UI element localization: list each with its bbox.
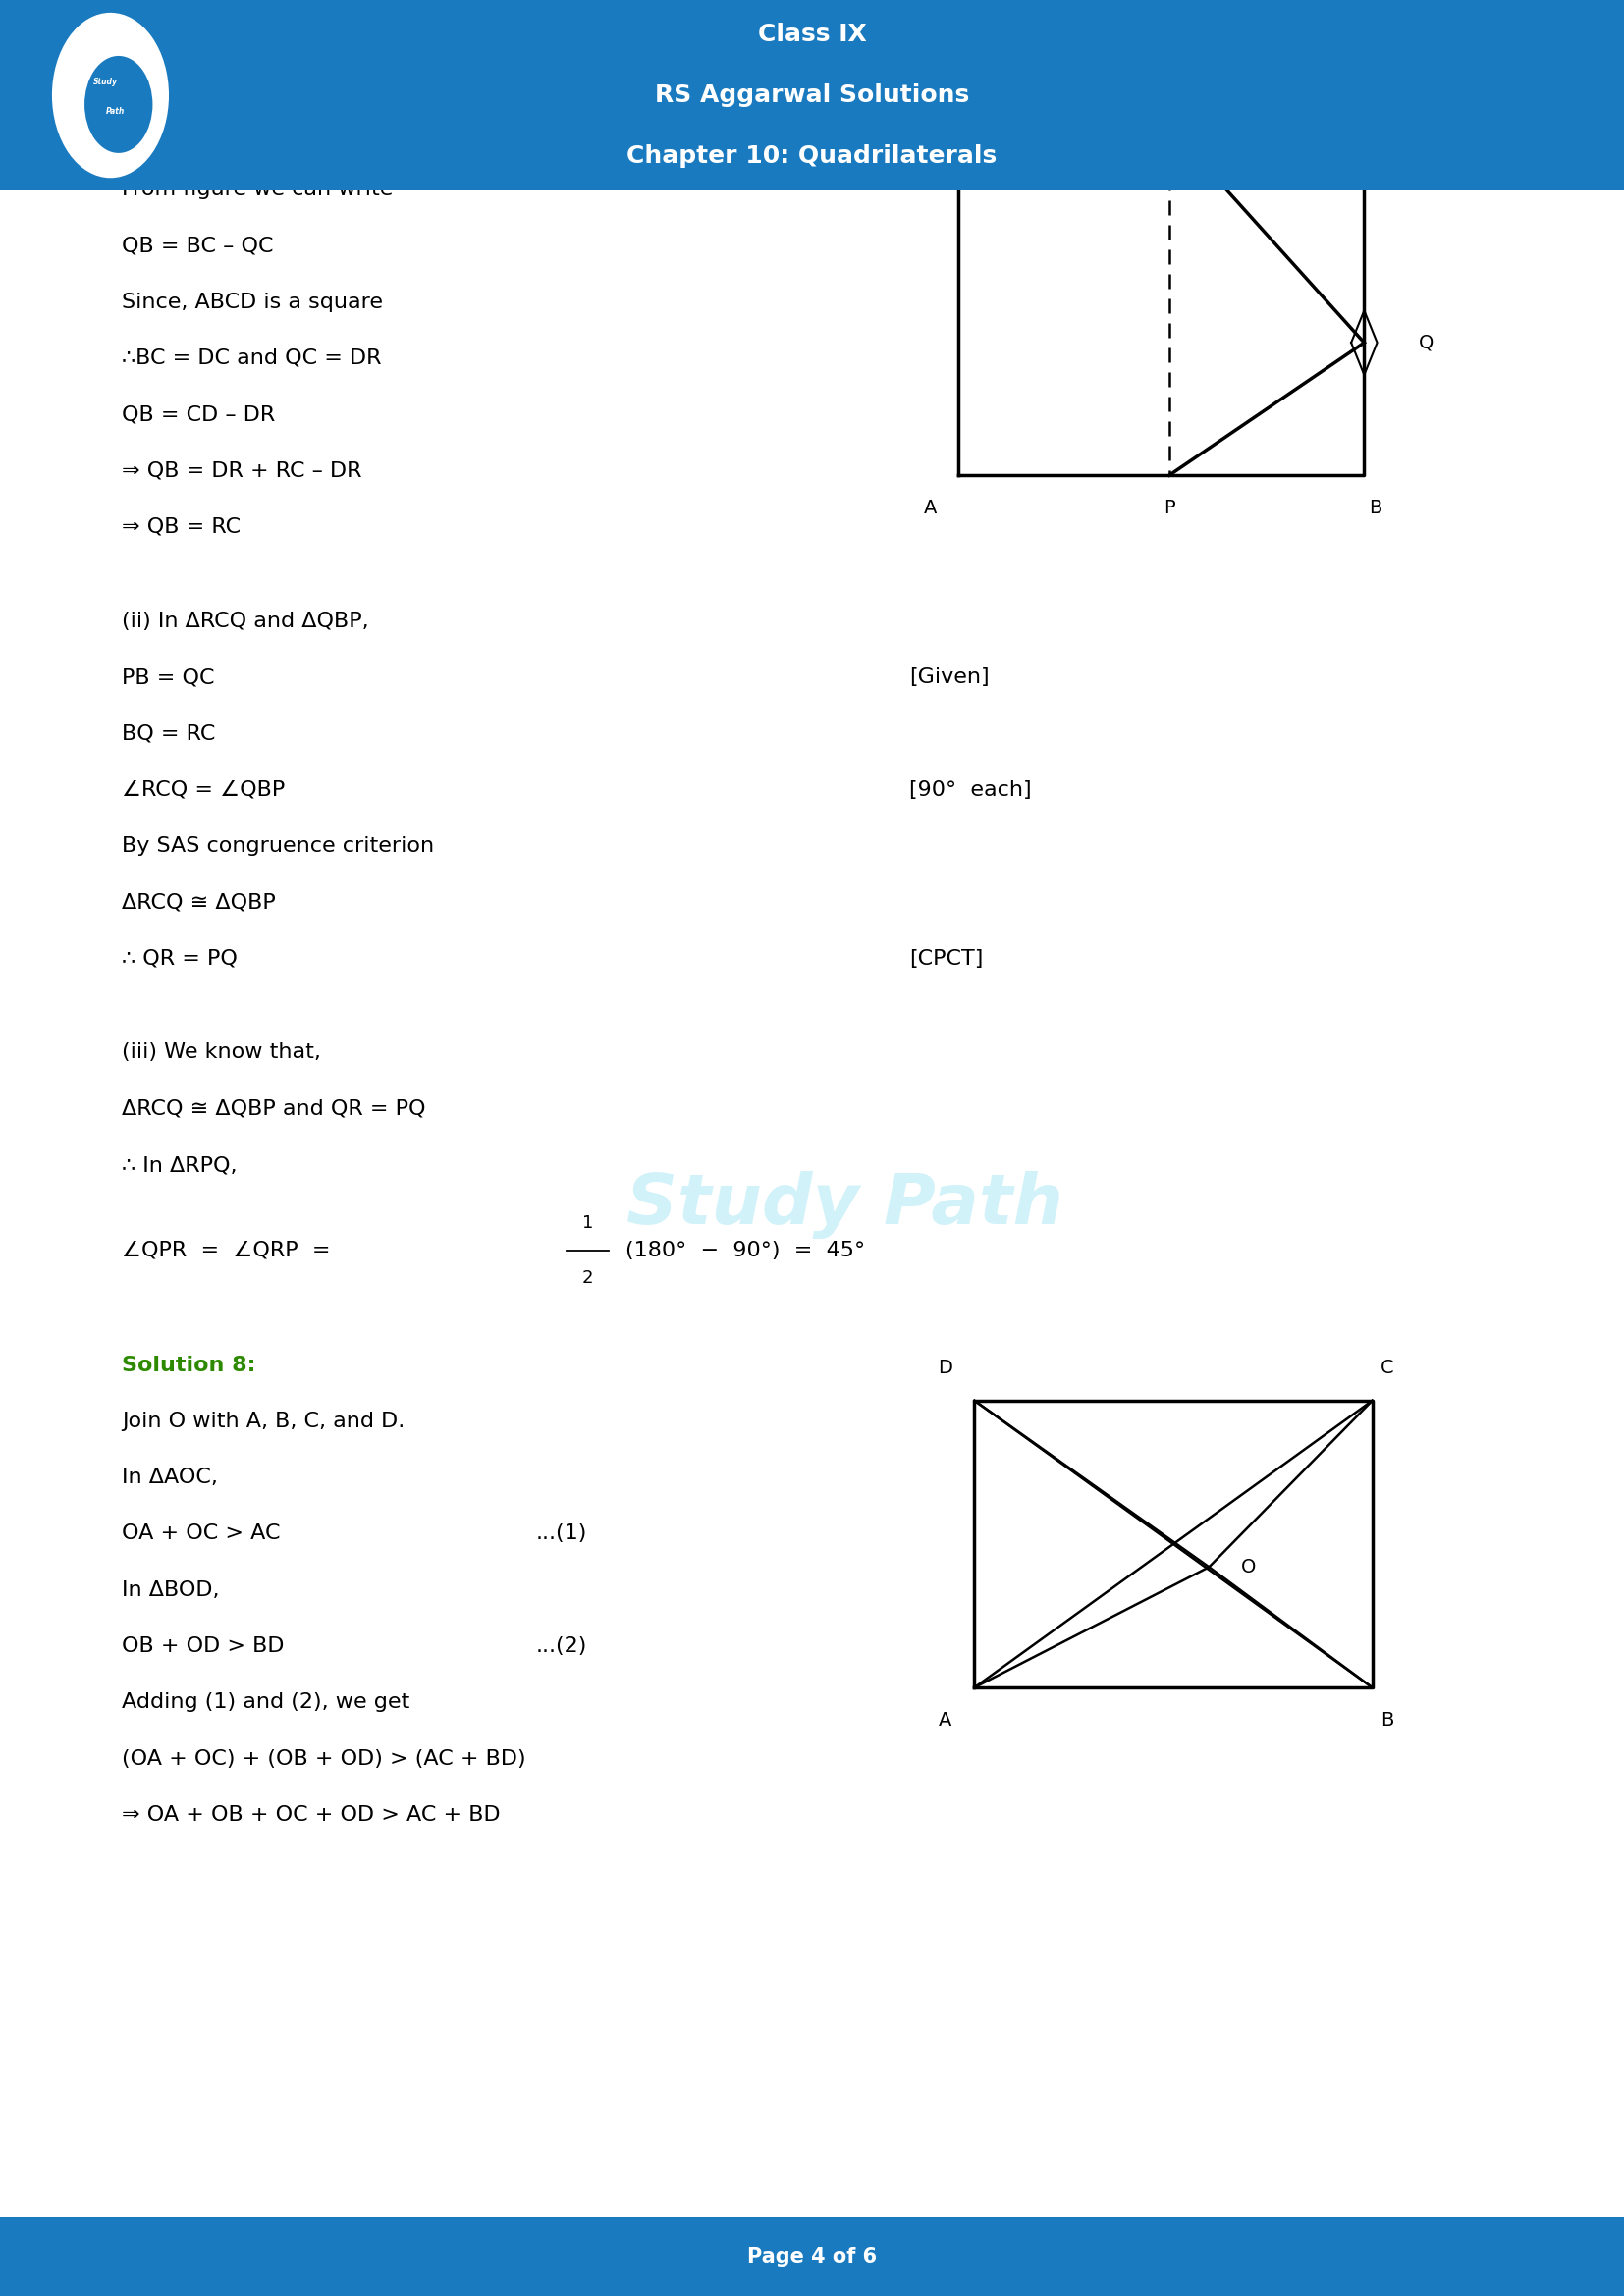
Text: Study: Study	[93, 78, 119, 85]
Text: Q: Q	[1418, 333, 1434, 351]
Text: ...(1): ...(1)	[536, 1525, 588, 1543]
Text: 1: 1	[583, 1215, 593, 1231]
Text: Page 4 of 6: Page 4 of 6	[747, 2248, 877, 2266]
Text: Chapter 10: Quadrilaterals: Chapter 10: Quadrilaterals	[627, 145, 997, 168]
Text: QB = BC – QC: QB = BC – QC	[122, 236, 273, 255]
Text: ⇒ QB = RC: ⇒ QB = RC	[122, 517, 240, 537]
Text: ⇒ OA + OB + OC + OD > AC + BD: ⇒ OA + OB + OC + OD > AC + BD	[122, 1805, 500, 1825]
Text: A: A	[924, 498, 937, 517]
Bar	[0, 0, 1624, 191]
Text: OA + OC > AC: OA + OC > AC	[122, 1525, 281, 1543]
Circle shape	[83, 55, 154, 154]
Bar	[0, 2218, 1624, 2296]
Text: O: O	[1241, 1557, 1255, 1577]
Text: Adding (1) and (2), we get: Adding (1) and (2), we get	[122, 1692, 409, 1713]
Text: 2: 2	[583, 1270, 593, 1286]
Text: (ii) In ΔRCQ and ΔQBP,: (ii) In ΔRCQ and ΔQBP,	[122, 611, 369, 631]
Text: ∠RCQ = ∠QBP: ∠RCQ = ∠QBP	[122, 781, 286, 799]
Text: BQ = RC: BQ = RC	[122, 723, 216, 744]
Text: Study Path: Study Path	[627, 1171, 1062, 1240]
Text: (180°  −  90°)  =  45°: (180° − 90°) = 45°	[625, 1240, 866, 1261]
Text: R: R	[1163, 85, 1176, 103]
Text: (iii) We know that,: (iii) We know that,	[122, 1042, 322, 1063]
Text: C: C	[1369, 85, 1382, 103]
Text: (OA + OC) + (OB + OD) > (AC + BD): (OA + OC) + (OB + OD) > (AC + BD)	[122, 1750, 526, 1768]
Circle shape	[52, 11, 169, 179]
Text: ∴ QR = PQ: ∴ QR = PQ	[122, 948, 237, 969]
Text: [Given]: [Given]	[909, 668, 989, 687]
Text: ∴BC = DC and QC = DR: ∴BC = DC and QC = DR	[122, 349, 382, 367]
Text: [90°  each]: [90° each]	[909, 781, 1031, 799]
Text: ...(2): ...(2)	[536, 1637, 588, 1655]
Text: PB = QC: PB = QC	[122, 668, 214, 687]
Text: ΔRCQ ≅ ΔQBP: ΔRCQ ≅ ΔQBP	[122, 893, 276, 912]
Text: In ΔAOC,: In ΔAOC,	[122, 1467, 218, 1488]
Text: In ΔBOD,: In ΔBOD,	[122, 1580, 219, 1600]
Text: B: B	[1380, 1711, 1393, 1729]
Text: B: B	[1369, 498, 1382, 517]
Text: By SAS congruence criterion: By SAS congruence criterion	[122, 836, 434, 856]
Text: Since, ABCD is a square: Since, ABCD is a square	[122, 292, 383, 312]
Text: RS Aggarwal Solutions: RS Aggarwal Solutions	[654, 83, 970, 108]
Text: P: P	[1163, 498, 1176, 517]
Text: QB = CD – DR: QB = CD – DR	[122, 404, 274, 425]
Text: Path: Path	[106, 108, 125, 115]
Text: A: A	[939, 1711, 952, 1729]
Text: ∴ In ΔRPQ,: ∴ In ΔRPQ,	[122, 1155, 237, 1176]
Text: ⇒ QB = DR + RC – DR: ⇒ QB = DR + RC – DR	[122, 461, 362, 480]
Text: [CPCT]: [CPCT]	[909, 948, 984, 969]
Text: C: C	[1380, 1359, 1393, 1378]
Text: Join O with A, B, C, and D.: Join O with A, B, C, and D.	[122, 1412, 404, 1430]
Text: D: D	[939, 1359, 952, 1378]
Text: Class IX: Class IX	[758, 23, 866, 46]
Text: OB + OD > BD: OB + OD > BD	[122, 1637, 284, 1655]
Text: ∠QPR  =  ∠QRP  =: ∠QPR = ∠QRP =	[122, 1240, 338, 1261]
Text: ΔRCQ ≅ ΔQBP and QR = PQ: ΔRCQ ≅ ΔQBP and QR = PQ	[122, 1100, 425, 1118]
Text: From figure we can write: From figure we can write	[122, 179, 393, 200]
Text: Solution 8:: Solution 8:	[122, 1355, 257, 1375]
Text: D: D	[924, 85, 937, 103]
